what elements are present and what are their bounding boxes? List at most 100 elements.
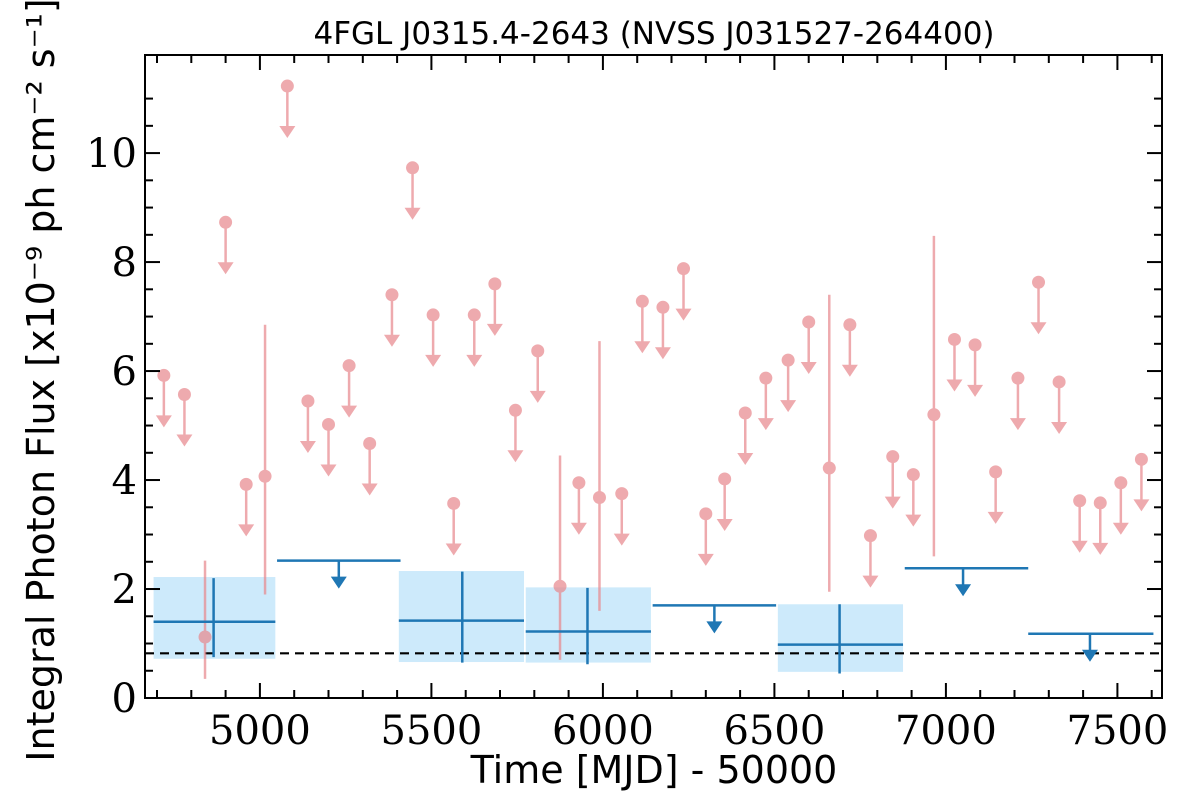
short-bin-upper-limit (1133, 452, 1150, 512)
short-bin-detection (822, 294, 836, 592)
short-bin-upper-limit (404, 161, 421, 220)
short-bin-upper-limit (217, 215, 234, 275)
short-bin-upper-limit (238, 477, 255, 537)
upper-limit-arrow (613, 533, 630, 546)
short-bin-upper-limit (1009, 371, 1026, 431)
y-tick-label: 10 (86, 131, 137, 177)
upper-limit-point (1032, 275, 1046, 289)
upper-limit-arrow (1009, 418, 1026, 431)
upper-limit-arrow (404, 207, 421, 220)
y-axis-title: Integral Photon Flux [x10⁻⁹ ph cm⁻² s⁻¹] (19, 0, 63, 762)
upper-limit-point (781, 353, 795, 367)
x-tick-label: 7000 (895, 708, 997, 754)
upper-limit-arrow (507, 450, 524, 463)
chart-title: 4FGL J0315.4-2643 (NVSS J031527-264400) (313, 16, 994, 52)
short-bin-upper-limit (613, 487, 630, 546)
upper-limit-arrow (445, 543, 462, 556)
upper-limit-point (363, 437, 377, 451)
upper-limit-point (342, 359, 356, 373)
upper-limit-point (488, 277, 502, 291)
upper-limit-arrow (425, 354, 442, 367)
short-bin-point (927, 408, 941, 422)
upper-limit-arrow (486, 323, 503, 336)
short-bin-upper-limit (1051, 375, 1068, 434)
upper-limit-arrow (529, 390, 546, 403)
short-bin-upper-limit (862, 529, 879, 588)
short-bin-upper-limit (320, 417, 337, 477)
upper-limit-arrow (570, 522, 587, 535)
upper-limit-arrow (987, 511, 1004, 524)
upper-limit-arrow (757, 418, 774, 431)
upper-limit-point (1093, 496, 1107, 510)
upper-limit-point (989, 465, 1003, 479)
y-tick-label: 0 (112, 676, 137, 722)
upper-limit-arrow (238, 524, 255, 537)
upper-limit-point (677, 262, 691, 276)
short-bin-upper-limit (1071, 494, 1088, 553)
upper-limit-point (635, 294, 649, 308)
upper-limit-arrow (330, 576, 347, 589)
upper-limit-arrow (737, 453, 754, 466)
short-bin-upper-limit (884, 450, 901, 509)
upper-limit-point (718, 472, 732, 486)
short-bin-detection (553, 455, 567, 660)
short-bin-upper-limit (155, 368, 172, 428)
upper-limit-point (239, 477, 253, 491)
x-tick-label: 5000 (209, 708, 311, 754)
short-bin-upper-limit (570, 476, 587, 535)
upper-limit-arrow (155, 415, 172, 428)
upper-limit-arrow (780, 400, 797, 413)
long-bin-detection (777, 604, 904, 674)
x-tick-label: 6000 (552, 708, 654, 754)
short-bin-detection (198, 560, 212, 679)
upper-limit-point (301, 394, 315, 408)
upper-limit-arrow (1051, 421, 1068, 434)
short-bin-upper-limit (675, 262, 692, 321)
short-bin-point (258, 469, 272, 483)
short-bin-detection (927, 235, 941, 557)
short-bin-point (553, 579, 567, 593)
upper-limit-point (1114, 476, 1128, 490)
short-bin-upper-limit (987, 465, 1004, 524)
upper-limit-point (531, 344, 545, 358)
upper-limit-point (738, 406, 752, 420)
upper-limit-point (947, 332, 961, 346)
upper-limit-arrow (955, 584, 972, 597)
y-tick-label: 6 (112, 349, 137, 395)
upper-limit-arrow (341, 405, 358, 418)
upper-limit-point (385, 288, 399, 302)
upper-limit-point (863, 529, 877, 543)
upper-limit-point (508, 403, 522, 417)
short-bin-upper-limit (486, 277, 503, 336)
upper-limit-point (177, 387, 191, 401)
upper-limit-arrow (634, 341, 651, 354)
upper-limit-point (447, 496, 461, 510)
upper-limit-arrow (466, 354, 483, 367)
upper-limit-arrow (1071, 540, 1088, 553)
upper-limit-arrow (320, 464, 337, 477)
short-bin-upper-limit (697, 507, 714, 566)
upper-limit-point (656, 300, 670, 314)
x-tick-label: 7500 (1067, 708, 1169, 754)
upper-limit-point (280, 79, 294, 93)
upper-limit-arrow (905, 514, 922, 527)
upper-limit-point (426, 308, 440, 322)
upper-limit-point (467, 308, 481, 322)
upper-limit-arrow (1092, 542, 1109, 555)
upper-limit-arrow (884, 496, 901, 509)
long-bin-upper-limit (1028, 632, 1154, 662)
x-tick-label: 6500 (724, 708, 826, 754)
short-bin-upper-limit (841, 318, 858, 377)
upper-limit-arrow (862, 575, 879, 588)
short-bin-upper-limit (757, 371, 774, 431)
short-bin-point (822, 461, 836, 475)
short-bin-upper-limit (967, 338, 984, 397)
short-bin-upper-limit (654, 300, 671, 360)
upper-limit-arrow (800, 362, 817, 375)
y-tick-label: 8 (112, 240, 137, 286)
short-bin-upper-limit (445, 496, 462, 556)
short-bin-upper-limit (507, 403, 524, 463)
short-bin-upper-limit (780, 353, 797, 413)
long-bin-detection (153, 578, 276, 658)
long-bin-upper-limit (277, 559, 401, 589)
